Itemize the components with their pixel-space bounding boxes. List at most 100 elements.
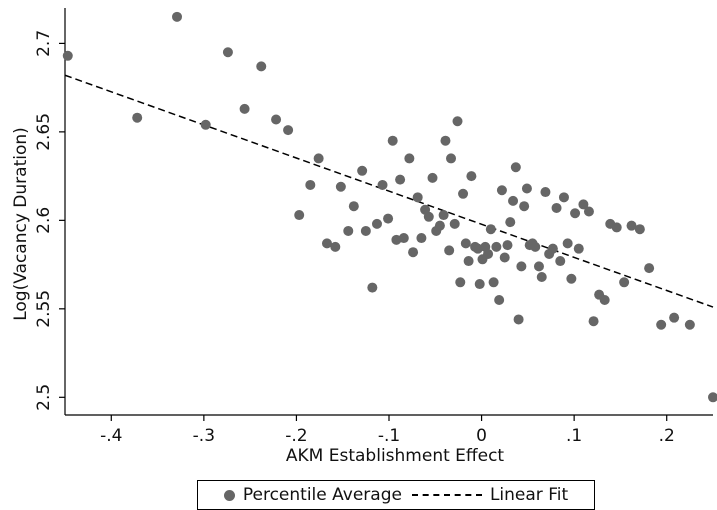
data-point [494, 294, 505, 305]
data-point [540, 187, 551, 198]
data-point [200, 119, 211, 130]
legend-item-fit: Linear Fit [411, 485, 569, 505]
legend-marker-dot [223, 489, 235, 501]
data-point [466, 171, 477, 182]
data-point [669, 312, 680, 323]
data-point [387, 135, 398, 146]
data-point [348, 201, 359, 212]
chart-marks [62, 11, 717, 403]
legend-item-scatter: Percentile Average [223, 485, 402, 505]
data-point [367, 282, 378, 293]
data-point [294, 210, 305, 221]
data-point [491, 241, 502, 252]
data-point [573, 243, 584, 254]
data-point [62, 50, 73, 61]
data-point [460, 238, 471, 249]
x-tick-label: -.3 [193, 426, 215, 446]
data-point [434, 220, 445, 231]
data-point [684, 319, 695, 330]
data-point [313, 153, 324, 164]
data-point [521, 183, 532, 194]
data-point [455, 277, 466, 288]
data-point [708, 392, 717, 403]
data-point [416, 233, 427, 244]
data-point [499, 252, 510, 263]
data-point [438, 210, 449, 221]
x-tick-label: -.1 [378, 426, 400, 446]
data-point [547, 243, 558, 254]
data-point [321, 238, 332, 249]
data-point [611, 222, 622, 233]
data-point [256, 61, 267, 72]
data-point [408, 247, 419, 258]
data-point [656, 319, 667, 330]
data-point [619, 277, 630, 288]
data-point [533, 261, 544, 272]
data-point [626, 220, 637, 231]
x-tick-label: .1 [566, 426, 582, 446]
legend-label-linear-fit: Linear Fit [489, 485, 569, 505]
data-point [446, 153, 457, 164]
data-point [510, 162, 521, 173]
data-point [555, 256, 566, 267]
data-point [395, 174, 406, 185]
data-point [530, 241, 541, 252]
data-point [360, 225, 371, 236]
data-point [474, 279, 485, 290]
data-point [558, 192, 569, 203]
data-point [440, 135, 451, 146]
data-point [343, 225, 354, 236]
data-point [516, 261, 527, 272]
data-point [458, 188, 469, 199]
data-point [398, 233, 409, 244]
x-tick-label: -.4 [100, 426, 122, 446]
data-point [377, 179, 388, 190]
y-tick-label: 2.5 [34, 384, 54, 411]
data-point [427, 172, 438, 183]
data-point [330, 241, 341, 252]
linear-fit-line [64, 74, 714, 308]
x-tick-label: 0 [476, 426, 487, 446]
data-point [463, 256, 474, 267]
axes: 2.5 2.55 2.6 2.65 2.7 -.4 -.3 -.2 -.1 0 .1 .2 [34, 8, 713, 446]
data-point [132, 112, 143, 123]
data-point [452, 116, 463, 127]
data-point [404, 153, 415, 164]
data-point [283, 125, 294, 136]
x-tick-label: -.2 [285, 426, 307, 446]
data-point [562, 238, 573, 249]
data-point [519, 201, 530, 212]
data-point [588, 316, 599, 327]
x-axis-title: AKM Establishment Effect [286, 446, 505, 466]
legend-label-percentile-average: Percentile Average [242, 485, 402, 505]
legend-marker-dashed-line [411, 494, 482, 496]
y-tick-label: 2.6 [34, 207, 54, 234]
data-point [488, 277, 499, 288]
data-point [305, 179, 316, 190]
legend: Percentile Average Linear Fit [197, 480, 595, 510]
data-point [444, 245, 455, 256]
data-point [634, 224, 645, 235]
data-point [644, 263, 655, 274]
data-point [513, 314, 524, 325]
data-point [578, 199, 589, 210]
data-point [483, 248, 494, 259]
data-point [383, 213, 394, 224]
data-point [508, 195, 519, 206]
scatter-chart: 2.5 2.55 2.6 2.65 2.7 -.4 -.3 -.2 -.1 0 .1 .2 Log(V… [11, 8, 717, 466]
y-tick-label: 2.55 [34, 290, 54, 328]
data-point [449, 218, 460, 229]
data-point [423, 211, 434, 222]
data-point [566, 273, 577, 284]
data-point [502, 240, 513, 251]
data-point [536, 271, 547, 282]
data-point [335, 181, 346, 192]
data-point [412, 192, 423, 203]
data-point [505, 217, 516, 228]
data-point [371, 218, 382, 229]
data-point [222, 47, 233, 58]
data-point [172, 11, 183, 22]
y-tick-label: 2.7 [34, 30, 54, 57]
data-point [271, 114, 282, 125]
data-point [551, 202, 562, 213]
